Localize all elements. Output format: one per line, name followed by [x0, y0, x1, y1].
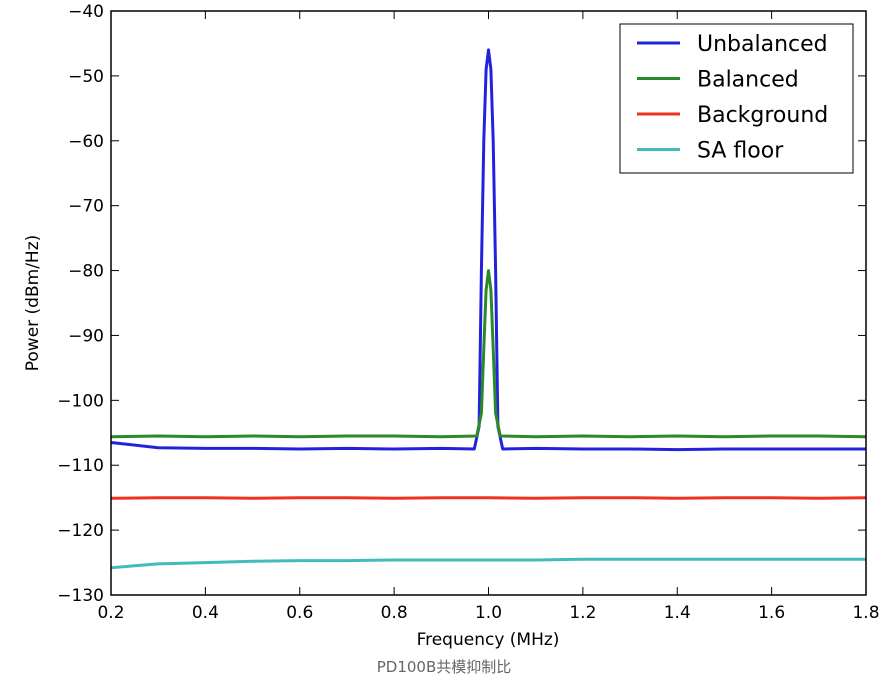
- y-tick-label: −50: [68, 67, 104, 87]
- y-tick-label: −110: [57, 456, 104, 476]
- x-axis: 0.2 0.4 0.6 0.8 1.0 1.2 1.4 1.6 1.8: [97, 11, 880, 623]
- figure-caption: PD100B共模抑制比: [376, 658, 512, 676]
- legend: Unbalanced Balanced Background SA floor: [619, 23, 854, 174]
- x-tick-label: 1.2: [569, 603, 596, 623]
- x-tick-label: 1.4: [664, 603, 691, 623]
- legend-label: SA floor: [697, 139, 784, 164]
- x-tick-label: 1.8: [852, 603, 879, 623]
- x-tick-label: 1.6: [758, 603, 785, 623]
- y-tick-label: −90: [68, 326, 104, 346]
- x-tick-label: 0.8: [381, 603, 408, 623]
- y-tick-label: −80: [68, 262, 104, 282]
- x-tick-label: 1.0: [475, 603, 502, 623]
- x-tick-label: 0.4: [192, 603, 219, 623]
- x-tick-label: 0.6: [286, 603, 313, 623]
- y-axis-label: Power (dBm/Hz): [23, 235, 43, 372]
- y-axis: −40 −50 −60 −70 −80 −90 −100 −110 −120 −130: [57, 2, 866, 606]
- series-line-2: [110, 496, 867, 500]
- y-tick-label: −40: [68, 2, 104, 22]
- legend-label: Balanced: [697, 68, 799, 93]
- y-tick-label: −130: [57, 586, 104, 606]
- series-line-3: [110, 557, 866, 570]
- series-line-0: [110, 48, 866, 452]
- series-line-1: [110, 269, 867, 439]
- y-tick-label: −100: [57, 391, 104, 411]
- x-axis-label: Frequency (MHz): [417, 630, 560, 650]
- y-tick-label: −60: [68, 132, 104, 152]
- y-tick-label: −120: [57, 521, 104, 541]
- legend-label: Background: [697, 103, 828, 128]
- y-tick-label: −70: [68, 197, 104, 217]
- series-lines: [110, 48, 867, 570]
- legend-label: Unbalanced: [697, 32, 828, 57]
- x-tick-label: 0.2: [97, 603, 124, 623]
